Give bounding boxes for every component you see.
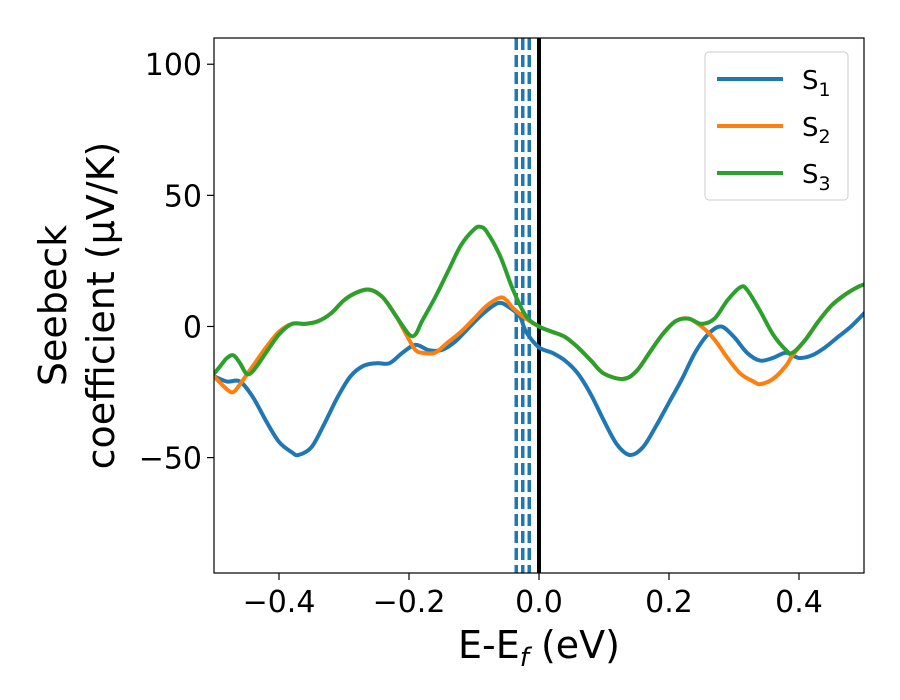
legend-label-sub: 2 [819,126,831,148]
y-tick-label: 100 [145,48,202,83]
x-axis-label-unit: (eV) [529,623,620,667]
legend-label-s3: S3 [802,160,831,195]
x-axis-label-main: E-E [458,623,520,667]
y-axis-label: Seebeck coefficient (μV/K) [31,142,123,470]
y-tick-label: −50 [139,442,202,477]
legend-label-main: S [802,113,819,143]
legend-label-main: S [802,66,819,96]
legend-label-sub: 1 [819,79,831,101]
legend-label-sub: 3 [819,173,831,195]
series-line-s3 [214,224,864,381]
x-tick-label: 0.2 [645,585,693,620]
vertical-reference-lines [514,38,541,573]
series-line-s1 [214,300,864,458]
legend-label-main: S [802,160,819,190]
y-axis-label-line2: coefficient (μV/K) [79,142,123,470]
x-tick-label: −0.2 [373,585,446,620]
x-tick-label: 0.0 [515,585,563,620]
x-tick-label: −0.4 [243,585,316,620]
legend-label-s1: S1 [802,66,831,101]
series-lines [214,224,864,458]
x-axis-ticks: −0.4 −0.2 0.0 0.2 0.4 [243,573,823,620]
x-axis-label: E-Ef (eV) [458,623,620,673]
y-tick-label: 0 [183,310,202,345]
y-tick-label: 50 [164,179,202,214]
y-axis-ticks: −50 0 50 100 [139,48,214,477]
x-tick-label: 0.4 [775,585,823,620]
legend-label-s2: S2 [802,113,831,148]
y-axis-label-line1: Seebeck [31,225,75,386]
